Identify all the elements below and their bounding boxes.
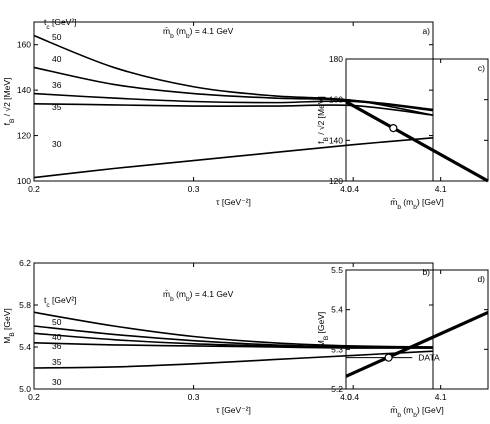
legend-title: tc [GeV²] xyxy=(44,17,77,31)
reference-label: DATA xyxy=(418,353,440,363)
y-tick-label: 120 xyxy=(17,131,31,141)
series-line xyxy=(345,310,489,378)
series-label: 36 xyxy=(52,341,62,351)
x-tick-label: 4.1 xyxy=(435,184,447,194)
chart-panel-b: 0.2 0.3 0.4 5.0 5.4 5.8 6.2 b) τ [GeV⁻²] MB [GeV]… xyxy=(2,258,434,415)
x-tick-label: 0.3 xyxy=(188,392,200,402)
data-marker xyxy=(384,353,393,362)
chart-panel-d: 4.0 4.1 5.2 5.3 5.4 5.5 d) m̄b (mb) [GeV] MB [Ge… xyxy=(316,265,489,419)
panel-label: a) xyxy=(422,26,430,36)
series-label: 30 xyxy=(52,139,62,149)
y-tick-label: 160 xyxy=(329,95,343,105)
y-tick-label: 100 xyxy=(17,176,31,186)
series-label: 40 xyxy=(52,54,62,64)
series-label: 36 xyxy=(52,80,62,90)
y-tick-label: 5.3 xyxy=(331,344,343,354)
series-line-36 xyxy=(33,332,434,349)
series-label: 30 xyxy=(52,377,62,387)
y-tick-label: 6.2 xyxy=(19,258,31,268)
y-tick-label: 140 xyxy=(17,85,31,95)
y-tick-label: 5.8 xyxy=(19,300,31,310)
series-label: 50 xyxy=(52,317,62,327)
x-tick-label: 4.0 xyxy=(340,392,352,402)
series-line-40 xyxy=(33,66,434,111)
y-tick-label: 5.2 xyxy=(331,384,343,394)
y-axis-label: fB / √2 [MeV] xyxy=(316,96,330,144)
x-tick-label: 0.4 xyxy=(347,392,359,402)
panel-label: c) xyxy=(478,63,485,73)
series-label: 35 xyxy=(52,102,62,112)
x-tick-label: 0.4 xyxy=(347,184,359,194)
plot-frame xyxy=(33,21,434,182)
series-line-35 xyxy=(33,342,434,349)
series-line-50 xyxy=(33,311,434,348)
y-tick-label: 5.4 xyxy=(19,342,31,352)
series-line-35 xyxy=(33,102,434,116)
x-axis-label: m̄b (mb) [GeV] xyxy=(390,197,444,211)
x-tick-label: 4.1 xyxy=(435,392,447,402)
x-tick-label: 0.2 xyxy=(28,184,40,194)
x-axis-label: τ [GeV⁻²] xyxy=(216,405,251,415)
y-tick-label: 5.5 xyxy=(331,265,343,275)
panel-label: d) xyxy=(477,274,485,284)
y-axis-label: MB [GeV] xyxy=(316,312,330,348)
series-line-30 xyxy=(33,137,434,179)
x-axis-label: m̄b (mb) [GeV] xyxy=(390,405,444,419)
series-label: 35 xyxy=(52,357,62,367)
y-tick-label: 160 xyxy=(17,40,31,50)
x-tick-label: 4.0 xyxy=(340,184,352,194)
x-axis-label: τ [GeV⁻²] xyxy=(216,197,251,207)
series-line-36 xyxy=(33,92,434,112)
y-tick-label: 140 xyxy=(329,135,343,145)
y-axis-label: MB [GeV] xyxy=(2,308,16,344)
annotation-text: m̄b (mb) = 4.1 GeV xyxy=(163,26,234,40)
plot-frame xyxy=(345,58,489,182)
y-tick-label: 5.4 xyxy=(331,305,343,315)
x-tick-label: 0.3 xyxy=(188,184,200,194)
x-tick-label: 0.2 xyxy=(28,392,40,402)
series-label: 40 xyxy=(52,332,62,342)
y-axis-label: fB / √2 [MeV] xyxy=(2,78,16,126)
data-marker xyxy=(389,124,398,133)
y-tick-label: 120 xyxy=(329,176,343,186)
chart-panel-c: 4.0 4.1 120 140 160 180 c) m̄b (mb) [GeV] fB / √… xyxy=(316,54,489,211)
series-label: 50 xyxy=(52,32,62,42)
chart-panel-a: 0.2 0.3 0.4 100 120 140 160 a) τ [GeV⁻²] fB / √2 … xyxy=(2,17,434,207)
annotation-text: m̄b (mb) = 4.1 GeV xyxy=(163,289,234,303)
series-line xyxy=(345,100,489,183)
series-line-30 xyxy=(33,350,434,369)
y-tick-label: 5.0 xyxy=(19,384,31,394)
plot-frame xyxy=(345,269,489,390)
legend-title: tc [GeV²] xyxy=(44,295,77,309)
y-tick-label: 180 xyxy=(329,54,343,64)
panel-label: b) xyxy=(422,267,430,277)
plot-frame xyxy=(33,262,434,390)
